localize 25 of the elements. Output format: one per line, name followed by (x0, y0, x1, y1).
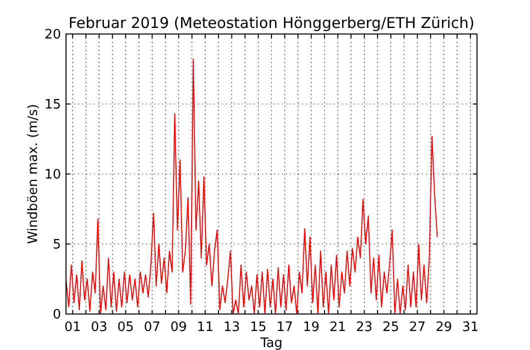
x-tick-label: 05 (117, 320, 134, 335)
x-tick-label: 03 (90, 320, 108, 335)
y-tick-label: 15 (44, 98, 61, 112)
x-axis-title: Tag (259, 336, 283, 350)
y-axis-title: Windböen max. (m/s) (26, 104, 41, 244)
x-tick-label: 27 (409, 320, 426, 335)
line-series (66, 58, 438, 314)
y-tick-label: 20 (44, 28, 61, 42)
x-tick-label: 13 (223, 320, 240, 335)
x-tick-label: 11 (196, 320, 214, 335)
x-tick-label: 19 (303, 320, 320, 335)
x-tick-label: 17 (276, 320, 294, 335)
x-tick-label: 07 (144, 320, 160, 335)
x-tick-label: 01 (64, 320, 81, 335)
chart-title: Februar 2019 (Meteostation Hönggerberg/ETH Zürich) (68, 14, 475, 32)
y-tick-label: 5 (52, 238, 61, 252)
y-tick-label: 10 (44, 168, 61, 182)
x-tick-label: 23 (356, 320, 373, 335)
x-tick-label: 31 (462, 320, 479, 335)
x-tick-label: 29 (436, 320, 452, 335)
x-tick-label: 21 (330, 320, 346, 335)
y-tick-label: 0 (52, 308, 61, 322)
x-tick-label: 15 (250, 320, 267, 335)
x-tick-label: 09 (170, 320, 187, 335)
x-tick-label: 25 (382, 320, 400, 335)
